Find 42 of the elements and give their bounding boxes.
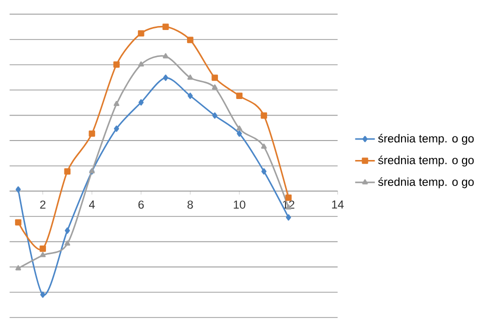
point [40,252,46,257]
x-tick-label: 6 [138,200,144,208]
point [162,52,168,58]
point [138,99,144,106]
point [285,194,292,201]
point [138,61,144,66]
x-tick-label: 14 [332,200,344,208]
point [261,143,267,148]
point [138,30,144,36]
point [40,291,46,298]
point [212,112,218,118]
x-tick-label: 2 [40,200,46,208]
point [64,227,70,234]
point [236,130,242,137]
x-tick-label: 8 [188,200,193,208]
point [64,168,71,174]
point [212,74,218,81]
point [114,100,120,106]
point [15,264,22,270]
legend-label: średnia temp. o go [378,134,474,145]
point [162,23,169,30]
point [212,84,218,90]
point [188,92,193,99]
point [64,240,70,246]
point [236,92,243,99]
legend-label: średnia temp. o go [378,177,474,188]
point [286,214,292,220]
legend-label: średnia temp. o go [378,155,474,166]
point [15,218,22,226]
point [16,186,21,192]
point [113,61,120,68]
x-tick-label: 10 [234,200,246,208]
point [40,245,46,252]
point [187,36,194,43]
point [163,74,168,81]
point [261,168,266,174]
point [236,125,242,130]
x-tick-label: 4 [89,200,95,208]
point [114,125,120,132]
point [260,112,268,118]
point [187,74,194,80]
point [88,130,96,137]
